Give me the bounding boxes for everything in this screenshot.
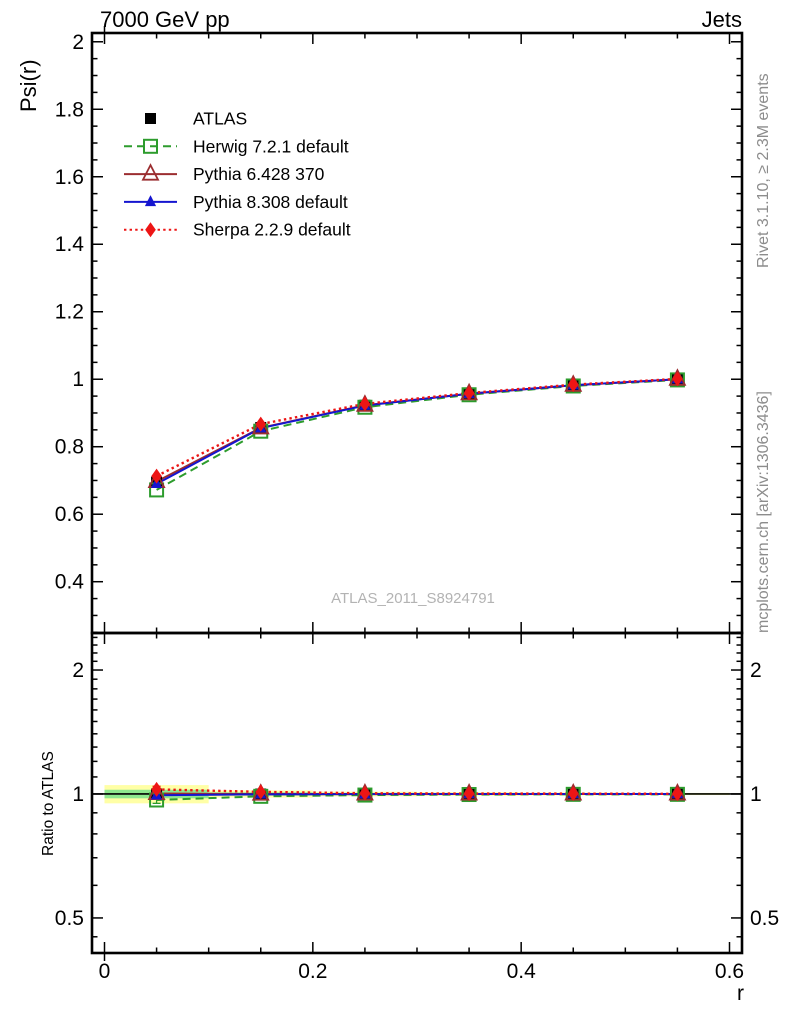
axes-frame — [90, 26, 744, 961]
x-tick-label: 0.6 — [715, 960, 744, 983]
x-tick-label: 0 — [99, 960, 111, 983]
mcplots-attribution-note: mcplots.cern.ch [arXiv:1306.3436] — [755, 391, 772, 633]
marker-diamond-filled — [463, 786, 475, 802]
marker-diamond-filled — [255, 416, 267, 432]
marker-square-open — [143, 138, 158, 154]
legend-label: Pythia 8.308 default — [193, 192, 348, 212]
legend-label: Pythia 6.428 370 — [193, 164, 325, 184]
y-tick-label-main: 1.4 — [55, 233, 85, 256]
marker-diamond-filled — [567, 786, 579, 802]
x-tick-label: 0.2 — [298, 960, 327, 983]
y-tick-label-ratio-left: 2 — [72, 659, 84, 682]
y-tick-label-main: 0.4 — [55, 571, 85, 594]
series-line — [156, 378, 678, 485]
analysis-id-watermark: ATLAS_2011_S8924791 — [331, 590, 495, 607]
y-tick-label-ratio-right: 1 — [750, 783, 762, 806]
marker-diamond-filled — [567, 377, 579, 393]
y-tick-label-ratio-right: 2 — [750, 659, 762, 682]
main-panel-series — [147, 368, 687, 498]
legend-label: Herwig 7.2.1 default — [193, 136, 349, 156]
y-tick-label-ratio-left: 1 — [72, 783, 84, 806]
y-tick-label-ratio-left: 0.5 — [55, 907, 84, 930]
y-tick-label-main: 0.8 — [55, 436, 84, 459]
legend-label: Sherpa 2.2.9 default — [193, 220, 351, 240]
y-tick-label-main: 1.8 — [55, 98, 84, 121]
series-line — [156, 377, 678, 478]
marker-diamond-filled — [672, 786, 683, 802]
marker-diamond-filled — [255, 784, 267, 800]
beam-energy-title: 7000 GeV pp — [100, 7, 230, 32]
y-tick-label-main: 0.6 — [55, 503, 84, 526]
rivet-version-note: Rivet 3.1.10, ≥ 2.3M events — [755, 73, 772, 268]
y-tick-label-main: 2 — [72, 31, 84, 54]
marker-triangle-open — [141, 163, 160, 181]
marker-diamond-filled — [672, 371, 683, 387]
legend-item: ATLAS — [145, 109, 247, 129]
marker-diamond-filled — [151, 781, 162, 797]
marker-diamond-filled — [151, 468, 162, 484]
marker-triangle-filled — [144, 195, 157, 207]
legend-item: Pythia 6.428 370 — [124, 163, 325, 184]
observable-group-title: Jets — [701, 7, 742, 32]
marker-square-filled — [145, 113, 156, 124]
legend-item: Pythia 8.308 default — [124, 192, 348, 212]
y-tick-label-ratio-right: 0.5 — [750, 907, 779, 930]
marker-diamond-filled — [463, 385, 475, 401]
series-line — [156, 792, 678, 797]
legend-item: Herwig 7.2.1 default — [124, 136, 349, 156]
ratio-panel-series — [147, 781, 687, 808]
legend: ATLAS Herwig 7.2.1 default Pythia 6.428 37… — [124, 109, 351, 240]
legend-item: Sherpa 2.2.9 default — [124, 220, 351, 240]
x-axis-label: r — [737, 982, 744, 1005]
marker-diamond-filled — [145, 222, 156, 238]
x-tick-label: 0.4 — [507, 960, 537, 983]
y-tick-label-main: 1.2 — [55, 301, 84, 324]
series-line — [156, 378, 678, 491]
y-tick-label-main: 1 — [72, 368, 84, 391]
y-axis-label-main: Psi(r) — [16, 59, 41, 112]
legend-label: ATLAS — [193, 109, 247, 129]
marker-diamond-filled — [359, 785, 371, 801]
y-axis-label-ratio: Ratio to ATLAS — [40, 751, 57, 856]
series-line — [156, 378, 678, 483]
marker-diamond-filled — [359, 396, 371, 412]
y-tick-label-main: 1.6 — [55, 166, 84, 189]
tick-labels: 0 0.2 0.4 0.6 0.4 0.6 0.8 1 1.2 1.4 1.6 1.8 2 0.5 0.5 1… — [55, 31, 779, 983]
